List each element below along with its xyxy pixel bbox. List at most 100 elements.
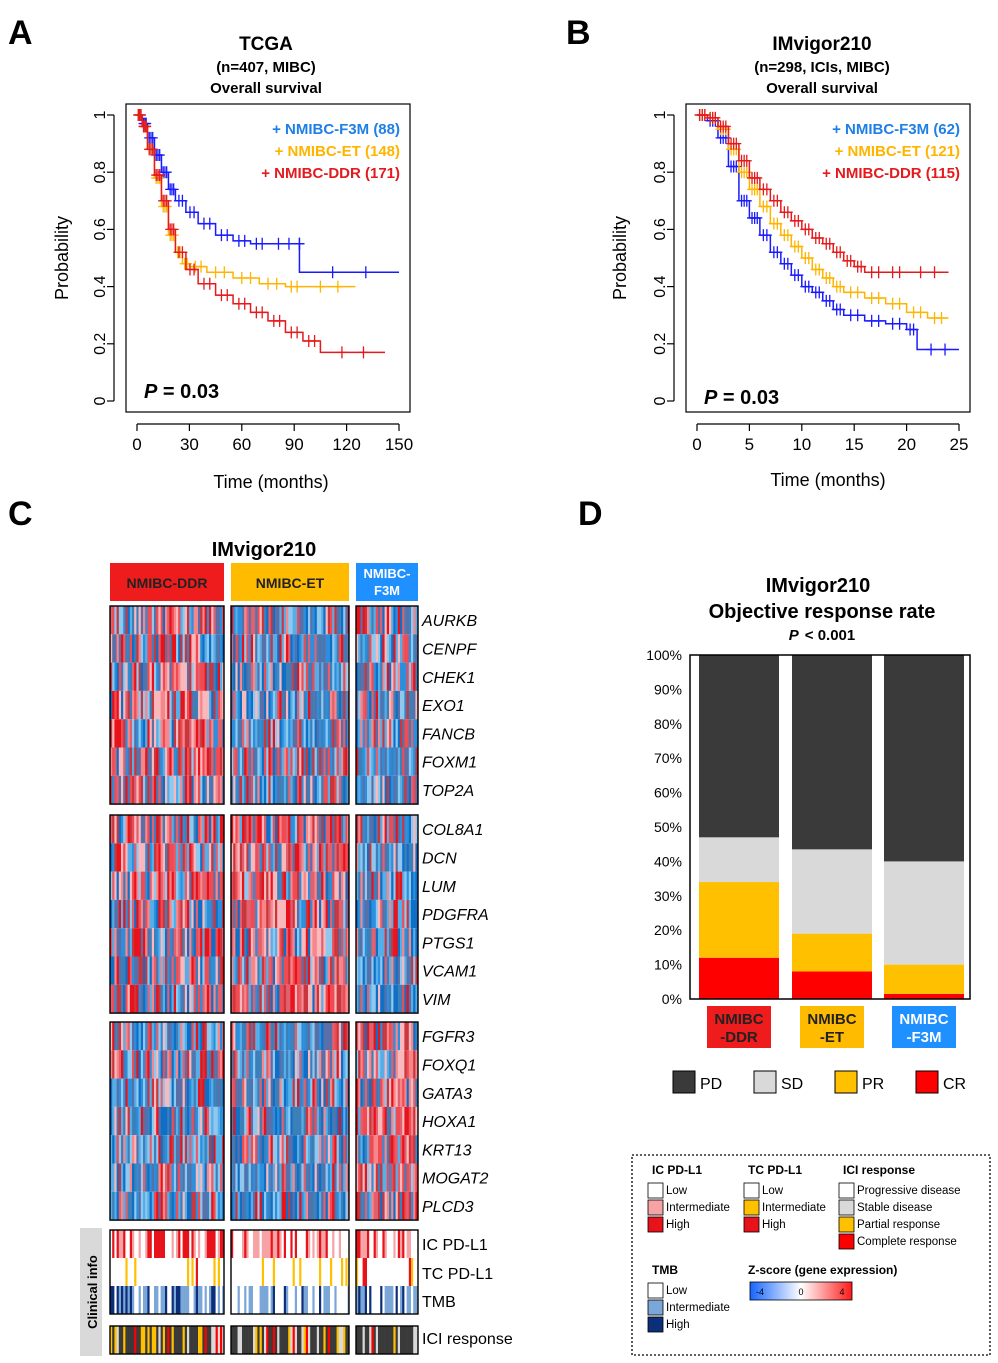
- heat-cell: [395, 1191, 399, 1221]
- heat-cell: [411, 634, 414, 663]
- heat-cell: [297, 1135, 300, 1164]
- clinical-cell: [391, 1286, 394, 1314]
- heat-cell: [169, 1163, 172, 1192]
- heat-cell: [211, 747, 214, 776]
- heat-cell: [261, 956, 265, 985]
- clinical-cell: [176, 1286, 179, 1314]
- heat-cell: [382, 956, 385, 985]
- response-cell: [193, 1326, 197, 1354]
- heat-cell: [281, 843, 285, 872]
- heat-cell: [246, 747, 249, 776]
- heat-cell: [391, 1022, 394, 1051]
- heat-cell: [266, 843, 269, 872]
- heat-cell: [176, 984, 179, 1014]
- heat-cell: [110, 719, 113, 748]
- clinical-cell: [110, 1286, 113, 1314]
- heat-cell: [235, 1135, 238, 1164]
- clinical-cell: [360, 1258, 363, 1286]
- heat-cell: [272, 928, 276, 957]
- heat-cell: [303, 662, 307, 691]
- heat-cell: [290, 1106, 293, 1136]
- heat-cell: [319, 843, 322, 872]
- heat-cell: [162, 606, 166, 635]
- heat-cell: [242, 1163, 245, 1192]
- bar-chart-d: IMvigor210 Objective response rate P < 0.…: [646, 575, 971, 1094]
- heat-cell: [125, 719, 128, 748]
- heat-cell: [198, 1050, 201, 1079]
- heat-cell: [209, 984, 212, 1014]
- heat-cell: [248, 1135, 252, 1164]
- heat-cell: [378, 1106, 381, 1136]
- heat-cell: [378, 606, 381, 635]
- heat-cell: [140, 719, 144, 748]
- heat-cell: [341, 899, 344, 929]
- heat-cell: [118, 719, 122, 748]
- clinical-cell: [195, 1258, 199, 1286]
- km-b-x-tick-label: 25: [950, 435, 969, 454]
- heat-cell: [369, 1191, 372, 1221]
- heat-cell: [362, 719, 366, 748]
- heat-cell: [215, 1135, 219, 1164]
- clinical-cell: [145, 1258, 148, 1286]
- heat-cell: [275, 662, 278, 691]
- clinical-cell: [154, 1230, 157, 1258]
- heat-cell: [404, 606, 407, 635]
- heat-cell: [151, 843, 155, 872]
- heat-cell: [325, 1022, 329, 1051]
- heat-cell: [411, 815, 414, 844]
- response-cell: [386, 1326, 390, 1354]
- heat-cell: [336, 662, 340, 691]
- heat-cell: [270, 899, 274, 929]
- clinical-cell: [400, 1258, 403, 1286]
- heat-cell: [277, 719, 280, 748]
- heat-cell: [211, 871, 214, 900]
- clinical-cell: [356, 1230, 359, 1258]
- clinical-cell: [266, 1230, 269, 1258]
- heat-cell: [308, 871, 311, 900]
- heat-cell: [195, 956, 199, 985]
- heat-cell: [397, 1191, 401, 1221]
- heat-cell: [110, 775, 113, 805]
- heat-cell: [193, 956, 197, 985]
- heat-cell: [266, 928, 269, 957]
- heat-cell: [294, 815, 298, 844]
- heat-cell: [314, 1163, 318, 1192]
- heat-cell: [338, 984, 342, 1014]
- heat-cell: [375, 899, 379, 929]
- heat-cell: [301, 1050, 304, 1079]
- km-b-censor-mark: [852, 309, 863, 322]
- heat-cell: [272, 747, 276, 776]
- heat-cell: [303, 956, 307, 985]
- heat-cell: [406, 1050, 410, 1079]
- heat-cell: [217, 1078, 221, 1107]
- orr-y-tick-label: 60%: [654, 785, 682, 801]
- heat-cell: [211, 1022, 214, 1051]
- km-b-censor-mark: [926, 343, 937, 356]
- heat-cell: [160, 747, 164, 776]
- heat-cell: [288, 928, 291, 957]
- heat-cell: [209, 662, 212, 691]
- km-a-censor-mark: [239, 297, 250, 310]
- heat-cell: [345, 899, 348, 929]
- heat-cell: [369, 1022, 372, 1051]
- heat-cell: [213, 747, 216, 776]
- heat-cell: [182, 747, 186, 776]
- heat-cell: [259, 747, 263, 776]
- heat-cell: [127, 775, 131, 805]
- heat-cell: [239, 1135, 243, 1164]
- heat-cell: [176, 606, 179, 635]
- heat-cell: [323, 606, 326, 635]
- heat-cell: [321, 984, 324, 1014]
- clinical-cell: [402, 1286, 405, 1314]
- heat-cell: [371, 719, 374, 748]
- heat-cell: [303, 928, 307, 957]
- key-ici-swatch: [838, 1233, 855, 1250]
- heat-cell: [369, 775, 372, 805]
- heat-cell: [191, 1022, 194, 1051]
- heat-cell: [268, 1191, 271, 1221]
- heat-cell: [244, 984, 247, 1014]
- heat-cell: [239, 662, 243, 691]
- heat-cell: [386, 606, 390, 635]
- heat-cell: [129, 1191, 133, 1221]
